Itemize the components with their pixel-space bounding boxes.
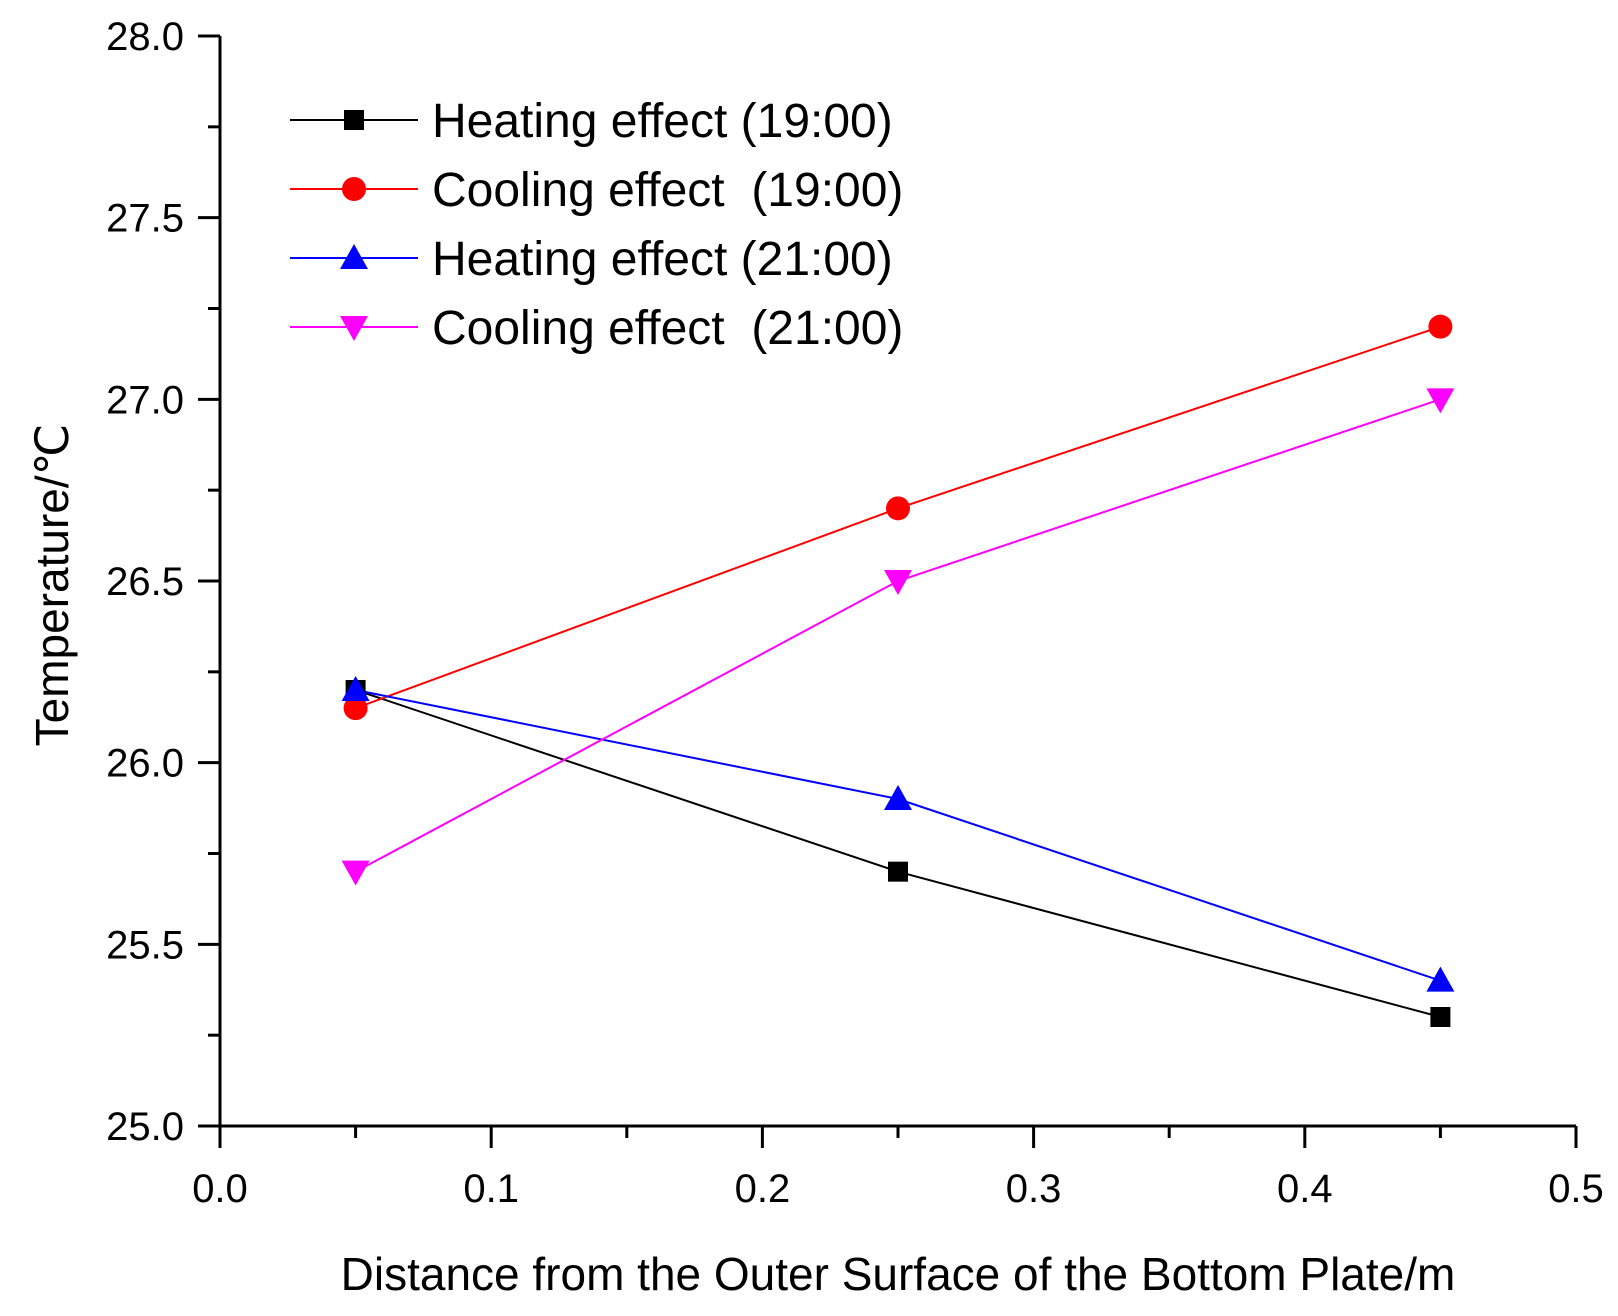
legend-marker — [340, 244, 368, 269]
data-point-marker — [1430, 1007, 1451, 1027]
y-tick-label: 28.0 — [106, 15, 184, 59]
series-line — [355, 689, 1441, 982]
data-point-marker — [341, 676, 370, 701]
data-point-marker — [1426, 966, 1455, 992]
legend: Heating effect (19:00) Cooling effect (19… — [290, 95, 903, 355]
y-tick-label: 26.0 — [106, 742, 184, 786]
data-point-marker — [886, 496, 910, 521]
axes: 25.0 25.5 26.0 26.5 27.0 27.5 28.0 0.0 0.1 0.2 0.3… — [106, 15, 1604, 1211]
series-line — [355, 689, 1441, 1018]
legend-label: Cooling effect (19:00) — [432, 164, 903, 217]
series-lines — [341, 314, 1455, 1027]
x-tick-label: 0.1 — [463, 1167, 519, 1211]
x-tick-label: 0.2 — [735, 1167, 791, 1211]
legend-marker — [340, 316, 368, 341]
data-point-marker — [1428, 314, 1453, 339]
y-tick-label: 26.5 — [106, 560, 184, 604]
legend-label: Heating effect (19:00) — [432, 95, 893, 148]
y-tick-label: 27.5 — [106, 197, 184, 241]
y-tick-label: 25.0 — [106, 1105, 184, 1149]
data-point-marker — [1426, 388, 1455, 414]
legend-marker — [342, 177, 366, 201]
y-tick-label: 25.5 — [106, 923, 184, 967]
data-point-marker — [884, 570, 912, 595]
data-point-marker — [341, 860, 370, 886]
legend-marker — [344, 110, 364, 130]
data-point-marker — [343, 696, 368, 721]
x-axis-title: Distance from the Outer Surface of the B… — [341, 1248, 1456, 1300]
x-tick-label: 0.0 — [192, 1167, 248, 1211]
y-axis-title: Temperature/℃ — [26, 424, 78, 747]
data-point-marker — [884, 785, 912, 810]
x-tick-label: 0.4 — [1277, 1167, 1333, 1211]
x-tick-label: 0.5 — [1548, 1167, 1604, 1211]
x-tick-label: 0.3 — [1006, 1167, 1062, 1211]
data-point-marker — [888, 861, 908, 882]
legend-label: Cooling effect (21:00) — [432, 302, 903, 355]
y-tick-label: 27.0 — [106, 378, 184, 422]
legend-label: Heating effect (21:00) — [432, 233, 893, 286]
